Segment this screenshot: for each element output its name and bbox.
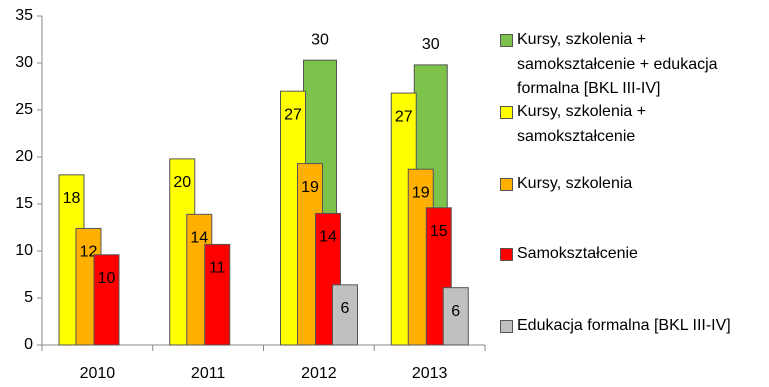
value-label: 12 <box>80 244 98 261</box>
legend-swatch <box>500 248 513 261</box>
y-tick-label: 0 <box>24 336 33 353</box>
legend-label: Edukacja formalna [BKL III-IV] <box>517 317 731 334</box>
bar <box>93 254 120 346</box>
x-tick-label: 2012 <box>301 365 337 382</box>
value-label: 27 <box>284 106 302 123</box>
legend-label: Samokształcenie <box>517 245 638 262</box>
value-label: 19 <box>301 179 319 196</box>
value-label: 27 <box>395 108 413 125</box>
legend-swatch <box>500 178 513 191</box>
bar <box>332 284 358 346</box>
x-tick-label: 2010 <box>80 365 116 382</box>
y-tick-label: 20 <box>15 148 33 165</box>
value-label: 20 <box>173 174 191 191</box>
value-label: 19 <box>412 184 430 201</box>
legend-label: Kursy, szkolenia + samokształcenie + edu… <box>517 31 718 97</box>
y-tick-label: 25 <box>15 101 33 118</box>
bar <box>442 287 469 346</box>
legend-swatch <box>500 320 513 333</box>
value-label: 10 <box>98 270 116 287</box>
value-label: 14 <box>190 230 208 247</box>
y-tick-label: 15 <box>15 195 33 212</box>
bar <box>204 243 231 346</box>
value-label: 18 <box>63 190 81 207</box>
x-tick-label: 2011 <box>191 365 226 382</box>
legend-swatch <box>500 106 513 119</box>
value-label: 6 <box>451 303 460 320</box>
x-tick-label: 2013 <box>412 365 448 382</box>
value-label: 6 <box>341 300 350 317</box>
y-tick-label: 30 <box>15 54 33 71</box>
y-tick-label: 10 <box>15 242 33 259</box>
legend-swatch <box>500 34 513 47</box>
value-label: 30 <box>422 36 440 53</box>
value-label: 30 <box>311 31 329 48</box>
y-tick-label: 5 <box>24 289 33 306</box>
value-label: 11 <box>209 260 226 277</box>
value-label: 14 <box>319 229 337 246</box>
legend-label: Kursy, szkolenia + samokształcenie <box>517 103 647 145</box>
legend-label: Kursy, szkolenia <box>517 175 633 192</box>
y-tick-label: 35 <box>15 7 33 24</box>
value-label: 15 <box>430 223 448 240</box>
